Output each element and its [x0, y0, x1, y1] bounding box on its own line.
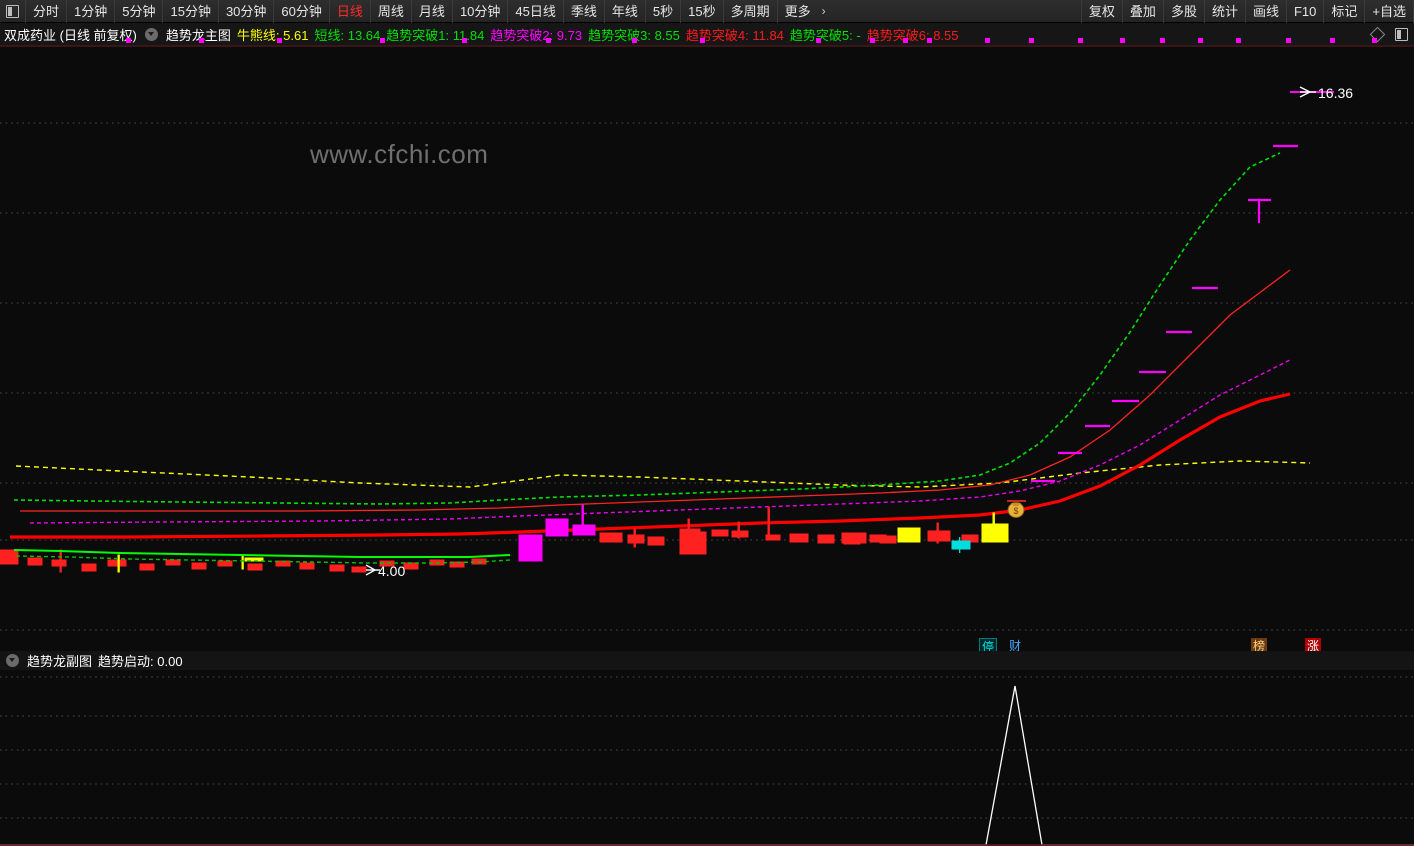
circle-down-arrow-icon[interactable]: [6, 654, 19, 667]
tool-statistics[interactable]: 统计: [1205, 0, 1246, 23]
tool-mark[interactable]: 标记: [1324, 0, 1366, 23]
panel-icon: [6, 4, 19, 18]
period-15sec[interactable]: 15秒: [681, 0, 724, 23]
main-chart-svg: $: [0, 45, 1414, 631]
signal-dot-strip: [0, 38, 1414, 44]
tool-f10[interactable]: F10: [1287, 0, 1325, 23]
chevron-right-icon[interactable]: ›: [821, 4, 826, 18]
toolbar-left-group: 分时 1分钟 5分钟 15分钟 30分钟 60分钟 日线 周线 月线 10分钟 …: [0, 0, 830, 23]
period-30min[interactable]: 30分钟: [219, 0, 275, 23]
tool-fuquan[interactable]: 复权: [1080, 0, 1123, 23]
limit-up-badge[interactable]: 涨: [1305, 638, 1322, 651]
period-daily[interactable]: 日线: [330, 0, 371, 23]
period-15min[interactable]: 15分钟: [163, 0, 219, 23]
series-breakout4-line: [10, 392, 1291, 539]
subchart-line: [0, 685, 1414, 846]
period-weekly[interactable]: 周线: [371, 0, 412, 23]
candlestick-series-mid: [518, 504, 1009, 562]
subchart-title: 趋势龙副图: [27, 654, 93, 669]
ladder-signal-marks: [1031, 144, 1298, 483]
series-duanxian-line: [13, 152, 1281, 505]
period-10min[interactable]: 10分钟: [453, 0, 509, 23]
finance-badge[interactable]: 财: [1009, 639, 1022, 651]
period-monthly[interactable]: 月线: [412, 0, 453, 23]
period-more[interactable]: 更多: [784, 3, 811, 19]
rank-badge[interactable]: 榜: [1251, 638, 1268, 651]
legend-duanxian: 短线: 13.64: [314, 27, 381, 43]
watermark: www.cfchi.com: [310, 139, 489, 169]
main-price-chart[interactable]: $ www.cfchi.com 16.36 4.00 停 财 榜 涨: [0, 45, 1414, 651]
period-yearly[interactable]: 年线: [605, 0, 646, 23]
info-right-icons: [1369, 26, 1414, 42]
last-price-label: 16.36: [1318, 85, 1354, 101]
reference-price-label: 4.00: [378, 563, 406, 579]
period-multi[interactable]: 多周期: [724, 0, 778, 23]
tool-add-watchlist[interactable]: +自选: [1365, 0, 1414, 23]
period-5min[interactable]: 5分钟: [115, 0, 164, 23]
subchart-info-row: 趋势龙副图 趋势启动: 0.00: [0, 651, 1414, 670]
legend-breakout-6: 趋势突破6: 8.55: [866, 27, 959, 43]
stop-badge[interactable]: 停: [979, 638, 998, 651]
period-fenshi[interactable]: 分时: [26, 0, 68, 23]
period-quarterly[interactable]: 季线: [564, 0, 605, 23]
current-price-marker: [1290, 86, 1334, 98]
reference-price-marker: [365, 564, 380, 576]
svg-text:$: $: [1013, 506, 1018, 516]
candlestick-series-left: [0, 549, 511, 573]
money-bag-marker: $: [1007, 500, 1026, 518]
legend-breakout-2: 趋势突破2: 9.73: [490, 27, 583, 43]
subchart-series: 趋势启动: 0.00: [98, 654, 183, 669]
tool-multistock[interactable]: 多股: [1164, 0, 1205, 23]
series-breakout2-line: [29, 359, 1291, 524]
legend-breakout-5: 趋势突破5: -: [789, 27, 861, 43]
candle-cyan: [951, 540, 971, 550]
period-60min[interactable]: 60分钟: [274, 0, 330, 23]
period-45day[interactable]: 45日线: [508, 0, 564, 23]
legend-niuxiong: 牛熊线: 5.61: [236, 27, 309, 43]
stock-title: 双成药业 (日线 前复权): [4, 27, 137, 43]
period-5sec[interactable]: 5秒: [646, 0, 682, 23]
subchart-grid: [0, 676, 1414, 819]
panel-toggle-icon[interactable]: [0, 0, 26, 23]
period-toolbar: 分时 1分钟 5分钟 15分钟 30分钟 60分钟 日线 周线 月线 10分钟 …: [0, 0, 1414, 23]
tool-overlay[interactable]: 叠加: [1123, 0, 1164, 23]
subchart-svg: [0, 676, 1414, 846]
circle-down-arrow-icon[interactable]: [144, 27, 158, 41]
period-1min[interactable]: 1分钟: [67, 0, 116, 23]
grid-lines: [0, 45, 1414, 631]
indicator-info-row: 双成药业 (日线 前复权) 趋势龙主图 牛熊线: 5.61 短线: 13.64 …: [0, 23, 1414, 45]
subchart-trend-start[interactable]: [0, 670, 1414, 846]
indicator-title: 趋势龙主图: [165, 27, 231, 43]
toolbar-right-group: 复权 叠加 多股 统计 画线 F10 标记 +自选: [1080, 0, 1414, 23]
series-breakout1-line: [20, 269, 1291, 512]
tool-drawline[interactable]: 画线: [1246, 0, 1287, 23]
panel-icon[interactable]: [1395, 27, 1408, 41]
legend-breakout-1: 趋势突破1: 11.84: [386, 27, 485, 43]
